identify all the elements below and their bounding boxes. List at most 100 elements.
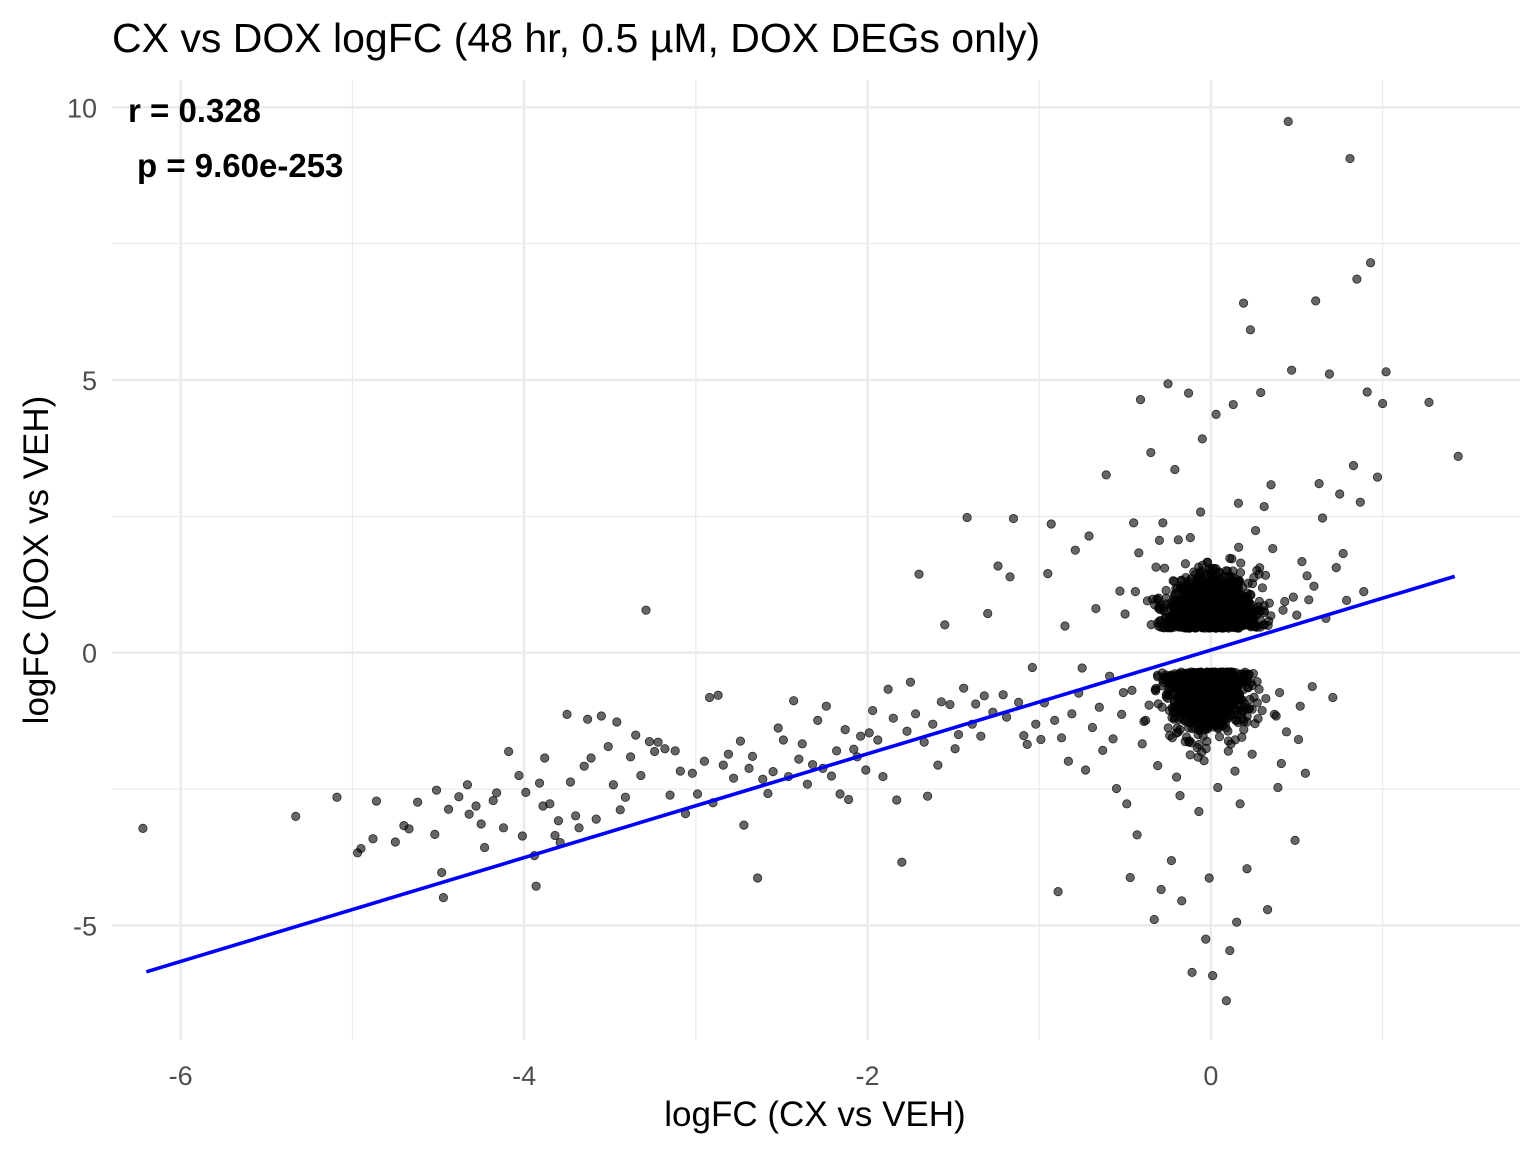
data-point: [1196, 507, 1206, 517]
data-point: [596, 711, 606, 721]
x-tick-label: -2: [856, 1061, 880, 1091]
data-point: [462, 780, 473, 790]
data-point: [735, 736, 746, 746]
data-point: [586, 753, 596, 763]
data-point: [959, 683, 969, 693]
data-point: [713, 690, 723, 700]
data-point: [826, 771, 837, 781]
data-point: [821, 701, 831, 711]
x-tick-label: 0: [1203, 1061, 1218, 1091]
data-point: [1213, 703, 1224, 714]
data-point: [1214, 615, 1224, 625]
data-points: [138, 116, 1463, 1006]
data-point: [480, 842, 490, 853]
data-point: [773, 723, 783, 733]
data-point: [1130, 587, 1140, 597]
data-point: [979, 691, 989, 701]
data-point: [471, 801, 481, 811]
data-point: [1111, 783, 1122, 794]
data-point: [835, 789, 845, 799]
data-point: [1185, 750, 1195, 760]
data-point: [1199, 607, 1209, 618]
data-point: [1134, 548, 1144, 558]
data-point: [763, 788, 773, 799]
data-point: [665, 790, 675, 800]
data-point: [1233, 498, 1244, 508]
data-point: [1151, 686, 1161, 696]
data-point: [390, 837, 400, 847]
data-point: [1193, 586, 1203, 596]
data-point: [1234, 542, 1244, 552]
data-point: [368, 834, 378, 844]
data-point: [1233, 622, 1244, 633]
data-point: [534, 778, 545, 788]
data-point: [1183, 619, 1193, 629]
data-point: [1161, 585, 1171, 596]
data-point: [1241, 591, 1252, 602]
data-point: [1094, 702, 1104, 712]
data-point: [1183, 718, 1193, 728]
data-point: [950, 744, 960, 754]
data-point: [802, 779, 813, 789]
data-point: [620, 792, 631, 802]
data-point: [1153, 603, 1164, 613]
data-point: [1091, 603, 1101, 614]
data-point: [744, 763, 754, 773]
data-point: [571, 811, 581, 821]
data-point: [1345, 153, 1355, 164]
data-point: [644, 737, 655, 747]
data-point: [1311, 296, 1321, 306]
data-point: [1213, 782, 1223, 793]
data-point: [1132, 830, 1142, 840]
data-point: [1181, 732, 1192, 742]
data-point: [1175, 583, 1186, 593]
data-point: [1171, 708, 1181, 718]
data-point: [983, 608, 993, 619]
data-point: [1273, 782, 1283, 793]
correlation-r-label: r = 0.328: [128, 92, 261, 129]
data-point: [704, 692, 715, 703]
data-point: [945, 699, 955, 710]
data-point: [550, 830, 560, 841]
data-point: [1196, 568, 1206, 578]
data-point: [1281, 727, 1292, 737]
x-axis-ticks: -6 -4 -2 0: [169, 1061, 1219, 1091]
data-point: [583, 714, 593, 724]
data-point: [873, 735, 883, 745]
data-point: [1014, 697, 1024, 707]
data-point: [849, 744, 859, 754]
data-point: [1122, 799, 1132, 809]
data-point: [1178, 601, 1188, 611]
data-point: [1229, 603, 1239, 613]
data-point: [897, 857, 907, 867]
data-point: [1266, 480, 1276, 490]
data-point: [1290, 835, 1300, 845]
data-point: [1180, 696, 1190, 706]
data-point: [1230, 710, 1240, 720]
data-point: [1206, 568, 1216, 578]
data-point: [1309, 581, 1319, 591]
data-point: [1200, 693, 1210, 703]
data-point: [1220, 694, 1231, 704]
data-point: [1292, 610, 1302, 620]
data-point: [1372, 472, 1383, 482]
data-point: [1341, 595, 1352, 605]
data-point: [1211, 623, 1221, 633]
y-axis-ticks: -5 0 5 10: [67, 93, 97, 941]
data-point: [739, 820, 749, 830]
data-point: [1259, 601, 1269, 611]
data-point: [1241, 607, 1251, 617]
data-point: [1158, 518, 1168, 528]
data-point: [1230, 681, 1240, 691]
data-point: [1225, 945, 1235, 956]
data-point: [476, 819, 486, 829]
data-point: [1278, 605, 1288, 615]
p-value-label: p = 9.60e-253: [137, 147, 343, 184]
data-point: [1060, 621, 1070, 631]
data-point: [976, 731, 986, 741]
data-point: [1080, 765, 1091, 775]
data-point: [1228, 566, 1238, 576]
x-axis-title: logFC (CX vs VEH): [664, 1095, 965, 1134]
data-point: [1287, 365, 1297, 375]
data-point: [1338, 548, 1348, 559]
